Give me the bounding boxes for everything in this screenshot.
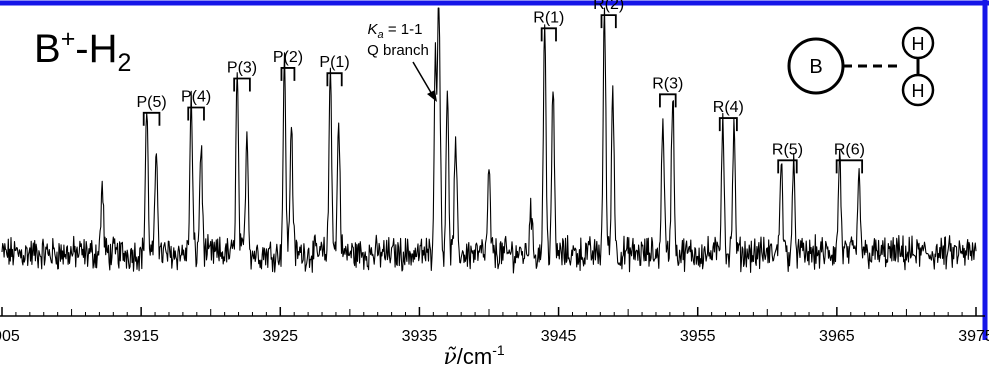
hydrogen-atom-2-circle bbox=[901, 73, 935, 107]
spectrum-trace bbox=[1, 7, 977, 274]
q-branch-arrow-head bbox=[427, 90, 437, 102]
band-label-group: R(5) bbox=[772, 141, 803, 174]
band-bracket bbox=[777, 159, 798, 174]
title-sup: + bbox=[61, 25, 76, 53]
x-axis-label-unit: /cm bbox=[457, 344, 492, 366]
q-branch-label-line1: Ka = 1-1 bbox=[368, 21, 423, 41]
band-label: R(6) bbox=[834, 141, 865, 158]
band-label-group: P(2) bbox=[273, 49, 303, 81]
band-bracket bbox=[142, 111, 161, 126]
x-tick-label: 3965 bbox=[819, 328, 855, 345]
x-axis-label-symbol: ν̃ bbox=[443, 345, 456, 366]
x-tick-label: 3905 bbox=[0, 328, 20, 345]
band-label-group: R(4) bbox=[713, 99, 744, 132]
band-label: R(4) bbox=[713, 99, 744, 116]
title-mid: -H bbox=[75, 27, 117, 71]
x-tick-label: 3975 bbox=[958, 328, 989, 345]
band-bracket bbox=[280, 67, 296, 81]
hydrogen-atom-1-circle bbox=[901, 26, 935, 60]
title-main: B bbox=[34, 27, 61, 71]
band-label-group: R(2) bbox=[593, 0, 624, 29]
x-tick-label: 3915 bbox=[123, 328, 159, 345]
band-label-group: P(3) bbox=[227, 59, 257, 92]
q-branch-k: K bbox=[368, 21, 379, 38]
band-label: P(1) bbox=[319, 54, 349, 71]
x-tick-label: 3935 bbox=[402, 328, 438, 345]
band-bracket bbox=[600, 14, 617, 29]
band-bracket bbox=[187, 106, 205, 121]
band-bracket bbox=[835, 159, 864, 174]
band-label: R(3) bbox=[652, 75, 683, 92]
q-branch-k-rest: = 1-1 bbox=[384, 21, 423, 38]
band-label: P(2) bbox=[273, 49, 303, 66]
band-label-group: P(1) bbox=[319, 54, 350, 87]
chart-title: B+-H2 bbox=[34, 25, 131, 77]
title-sub: 2 bbox=[118, 49, 132, 77]
q-branch-annotation: Ka = 1-1 Q branch bbox=[367, 21, 437, 102]
band-bracket bbox=[718, 117, 738, 132]
molecule-diagram: B H H bbox=[787, 26, 935, 107]
x-tick-label: 3945 bbox=[541, 328, 577, 345]
band-label: P(5) bbox=[136, 94, 166, 111]
q-branch-label-line2: Q branch bbox=[367, 42, 429, 59]
band-bracket bbox=[659, 93, 677, 108]
x-tick-label: 3925 bbox=[262, 328, 298, 345]
band-bracket bbox=[540, 27, 557, 42]
band-label-group: P(4) bbox=[181, 89, 211, 121]
hydrogen-atom-2-label: H bbox=[912, 81, 925, 101]
band-label-group: R(3) bbox=[652, 75, 683, 108]
x-axis-label: ν̃/cm-1 bbox=[443, 342, 504, 366]
band-label-group: R(6) bbox=[834, 141, 865, 174]
frame-border bbox=[0, 0, 989, 340]
band-label: R(2) bbox=[593, 0, 624, 13]
band-label: P(3) bbox=[227, 59, 257, 76]
band-bracket bbox=[326, 72, 343, 87]
q-branch-k-sub: a bbox=[378, 29, 384, 41]
x-axis: 3905 3915 3925 3935 3945 3955 3965 3975 bbox=[0, 307, 989, 345]
band-label: P(4) bbox=[181, 89, 211, 106]
band-label: R(1) bbox=[533, 9, 564, 26]
boron-atom-label: B bbox=[809, 56, 822, 78]
band-labels: P(5) P(4) P(3) P(2) P(1) R(1) R(2) R(3) R(4) R(5)… bbox=[136, 0, 865, 174]
hydrogen-atom-1-label: H bbox=[912, 34, 925, 54]
band-label: R(5) bbox=[772, 141, 803, 158]
band-bracket bbox=[233, 77, 251, 92]
q-branch-arrow-line bbox=[412, 61, 434, 97]
x-axis-label-exp: -1 bbox=[492, 342, 505, 358]
x-tick-label: 3955 bbox=[680, 328, 716, 345]
band-label-group: P(5) bbox=[136, 94, 167, 126]
band-label-group: R(1) bbox=[533, 9, 564, 42]
